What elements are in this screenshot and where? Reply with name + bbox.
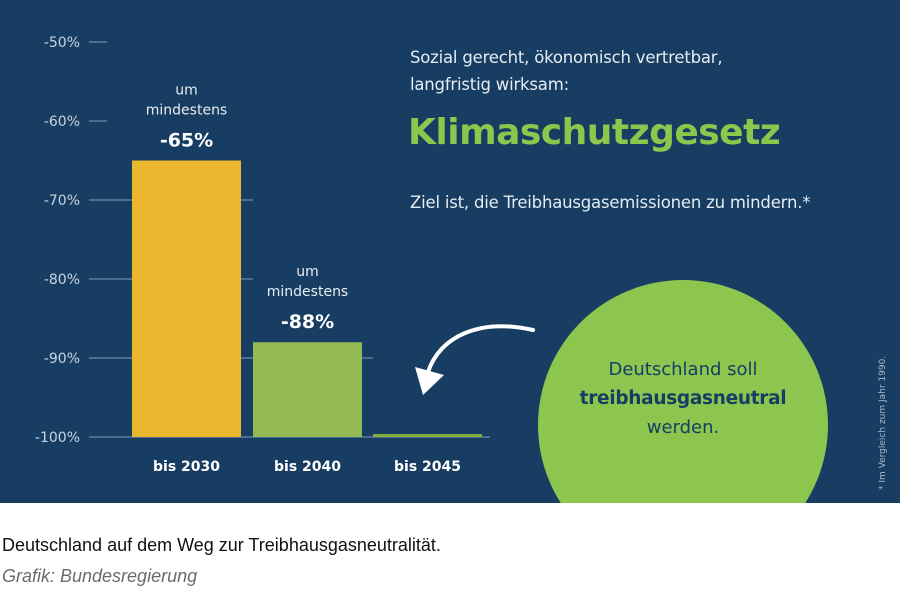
y-tick-label: -90% bbox=[44, 351, 80, 367]
annotation-line-1: um bbox=[296, 264, 319, 280]
x-category-label: bis 2030 bbox=[153, 459, 220, 475]
y-tick-label: -70% bbox=[44, 193, 80, 209]
circle-text: Deutschland soll treibhausgasneutral wer… bbox=[538, 355, 828, 442]
footnote: * Im Vergleich zum Jahr 1990. bbox=[878, 355, 888, 490]
goal-text: Ziel ist, die Treibhausgasemissionen zu … bbox=[410, 193, 811, 212]
bar-1 bbox=[253, 342, 362, 437]
x-category-label: bis 2040 bbox=[274, 459, 341, 475]
image-credit: Grafik: Bundesregierung bbox=[2, 566, 198, 586]
intro-text: Sozial gerecht, ökonomisch vertretbar, l… bbox=[410, 44, 870, 98]
x-category-label: bis 2045 bbox=[394, 459, 461, 475]
bar-annotations: um mindestens -65% um mindestens -88% bbox=[146, 83, 348, 334]
circle-line-2: treibhausgasneutral bbox=[579, 388, 787, 409]
curved-arrow-icon bbox=[415, 324, 535, 395]
bar-0 bbox=[132, 160, 241, 437]
highlight-circle bbox=[538, 280, 828, 503]
circle-line-1: Deutschland soll bbox=[608, 359, 758, 380]
y-axis-ticks: -50% -60% -70% -80% -90% -100% bbox=[35, 35, 80, 446]
annotation-line-1: um bbox=[175, 83, 198, 99]
infographic-panel: -50% -60% -70% -80% -90% -100% bis 2030 bis 20… bbox=[0, 0, 900, 503]
bar-chart: -50%-60%-70%-80%-90%-100% bis 2030 bis 20… bbox=[35, 35, 535, 475]
circle-line-3: werden. bbox=[646, 417, 720, 438]
y-tick-label: -60% bbox=[44, 114, 80, 130]
image-caption: Deutschland auf dem Weg zur Treibhausgas… bbox=[2, 535, 441, 555]
y-tick-label: -100% bbox=[35, 430, 80, 446]
annotation-line-2: mindestens bbox=[146, 103, 227, 119]
bar-2 bbox=[373, 434, 482, 437]
data-label: -65% bbox=[160, 130, 213, 152]
headline: Klimaschutzgesetz bbox=[408, 112, 781, 153]
y-tick-label: -50% bbox=[44, 35, 80, 51]
intro-line-1: Sozial gerecht, ökonomisch vertretbar, bbox=[410, 48, 723, 67]
intro-line-2: langfristig wirksam: bbox=[410, 75, 569, 94]
bars bbox=[132, 160, 482, 437]
data-label: -88% bbox=[281, 311, 334, 333]
y-tick-label: -80% bbox=[44, 272, 80, 288]
annotation-line-2: mindestens bbox=[267, 284, 348, 300]
x-axis-labels: bis 2030 bis 2040 bis 2045 bbox=[153, 459, 461, 475]
